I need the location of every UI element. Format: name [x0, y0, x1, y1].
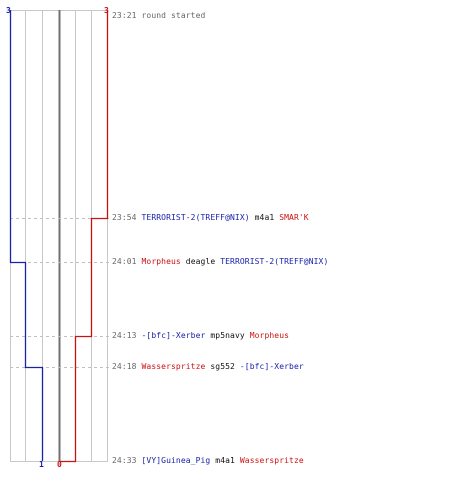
event-time: 23:54: [112, 213, 137, 222]
killer-name: Wasserspritze: [141, 362, 206, 371]
event-time: 24:01: [112, 257, 137, 266]
killer-name: [VY]Guinea_Pig: [141, 456, 211, 465]
event-row: 23:54 TERRORIST-2(TREFF@NIX) m4a1 SMAR'K: [112, 213, 309, 223]
event-row: 24:01 Morpheus deagle TERRORIST-2(TREFF@…: [112, 257, 328, 267]
weapon-name: m4a1: [215, 456, 235, 465]
blue-team-end-count: 1: [39, 460, 44, 469]
red-team-start-count: 3: [104, 6, 109, 15]
event-row: 23:21 round started: [112, 11, 205, 21]
weapon-name: sg552: [210, 362, 235, 371]
killer-name: Morpheus: [141, 257, 181, 266]
weapon-name: deagle: [185, 257, 216, 266]
weapon-name: m4a1: [254, 213, 275, 222]
blue-team-alive-line: [9, 10, 44, 461]
weapon-name: mp5navy: [210, 331, 245, 340]
killer-name: -[bfc]-Xerber: [141, 331, 206, 340]
blue-team-start-count: 3: [6, 6, 11, 15]
event-text: round started: [141, 11, 206, 20]
event-row: 24:33 [VY]Guinea_Pig m4a1 Wasserspritze: [112, 456, 304, 466]
event-row: 24:13 -[bfc]-Xerber mp5navy Morpheus: [112, 331, 289, 341]
event-time: 24:18: [112, 362, 137, 371]
victim-name: TERRORIST-2(TREFF@NIX): [220, 257, 329, 266]
event-time: 24:33: [112, 456, 137, 465]
victim-name: Morpheus: [249, 331, 290, 340]
victim-name: SMAR'K: [279, 213, 309, 222]
event-row: 24:18 Wasserspritze sg552 -[bfc]-Xerber: [112, 362, 304, 372]
event-time: 23:21: [112, 11, 137, 20]
red-team-alive-line: [58, 10, 109, 463]
victim-name: Wasserspritze: [239, 456, 304, 465]
red-team-end-count: 0: [57, 460, 62, 469]
killer-name: TERRORIST-2(TREFF@NIX): [141, 213, 250, 222]
victim-name: -[bfc]-Xerber: [239, 362, 304, 371]
event-time: 24:13: [112, 331, 137, 340]
